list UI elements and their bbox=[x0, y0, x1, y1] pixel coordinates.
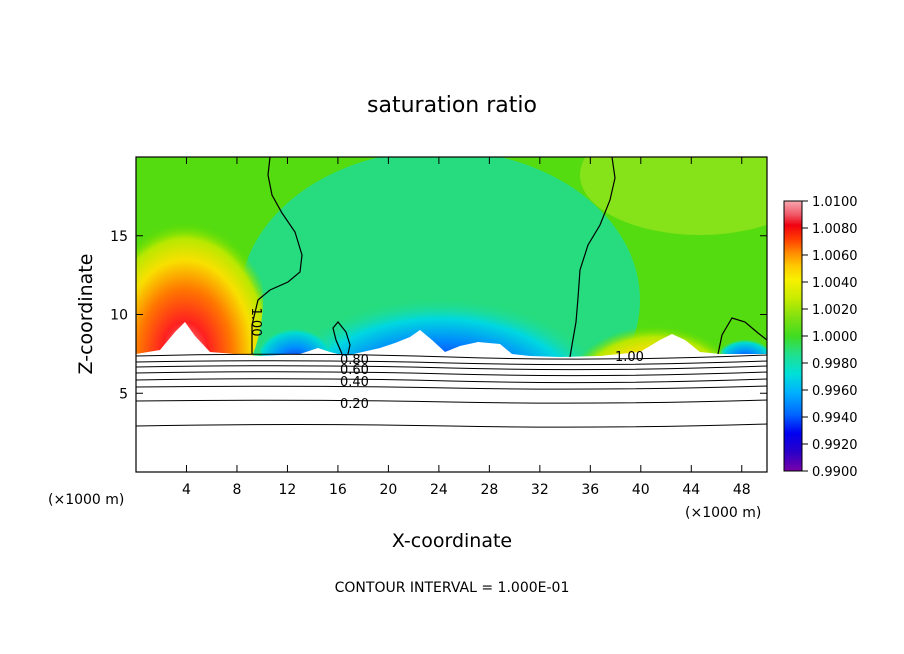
contour-interval: CONTOUR INTERVAL = 1.000E-01 bbox=[335, 580, 570, 596]
colorbar-tick-label: 1.0000 bbox=[812, 330, 858, 345]
plot-area bbox=[136, 157, 767, 472]
x-tick-label: 28 bbox=[480, 482, 498, 498]
x-tick-label: 16 bbox=[329, 482, 347, 498]
contour-1-00-left bbox=[251, 157, 303, 354]
x-tick-label: 40 bbox=[632, 482, 650, 498]
contour-label: 1.00 bbox=[615, 350, 644, 365]
chart-title: saturation ratio bbox=[367, 93, 537, 118]
colorbar-tick-label: 1.0020 bbox=[812, 303, 858, 318]
contour-1-00-mid bbox=[332, 321, 351, 355]
colorbar-labels: 1.0100 1.0080 1.0060 1.0040 1.0020 1.0000 0.99… bbox=[802, 195, 858, 480]
near-surface-contours bbox=[136, 353, 767, 428]
contour-label: 0.20 bbox=[340, 397, 369, 412]
colorbar: 1.0100 1.0080 1.0060 1.0040 1.0020 1.0000 0.99… bbox=[783, 195, 858, 480]
colorbar-ramp bbox=[783, 200, 803, 472]
y-axis: 5 10 15 bbox=[110, 229, 767, 402]
x-tick-label: 48 bbox=[733, 482, 751, 498]
contour-label: 0.60 bbox=[340, 363, 369, 378]
contour-label: 0.40 bbox=[340, 375, 369, 390]
x-tick-label: 4 bbox=[182, 482, 191, 498]
x-axis-label: X-coordinate bbox=[392, 530, 512, 552]
colorbar-tick-label: 0.9980 bbox=[812, 357, 858, 372]
contour-1-00-right bbox=[569, 157, 616, 358]
colorbar-tick-label: 1.0040 bbox=[812, 276, 858, 291]
y-tick-label: 15 bbox=[110, 229, 128, 245]
y-tick-label: 5 bbox=[119, 386, 128, 402]
x-tick-label: 20 bbox=[379, 482, 397, 498]
y-tick-label: 10 bbox=[110, 308, 128, 324]
colorbar-tick-label: 1.0060 bbox=[812, 249, 858, 264]
contour-labels: 1.00 1.00 0.80 0.60 0.40 0.20 bbox=[248, 308, 644, 412]
x-axis: 4 8 12 16 20 24 28 32 36 40 44 48 bbox=[182, 157, 751, 498]
x-tick-label: 8 bbox=[232, 482, 241, 498]
contour-1-00-far-right bbox=[717, 317, 767, 355]
x-tick-label: 32 bbox=[531, 482, 549, 498]
terrain-surface bbox=[136, 322, 767, 472]
colorbar-tick-label: 0.9920 bbox=[812, 438, 858, 453]
colorbar-tick-label: 0.9960 bbox=[812, 384, 858, 399]
x-tick-label: 24 bbox=[430, 482, 448, 498]
colorbar-tick-label: 1.0080 bbox=[812, 222, 858, 237]
colorbar-tick-label: 1.0100 bbox=[812, 195, 858, 210]
x-tick-label: 36 bbox=[581, 482, 599, 498]
x-tick-label: 12 bbox=[279, 482, 297, 498]
colorbar-tick-label: 0.9940 bbox=[812, 411, 858, 426]
x-unit-right: (×1000 m) bbox=[685, 505, 761, 521]
colorbar-tick-label: 0.9900 bbox=[812, 465, 858, 480]
contour-label: 1.00 bbox=[248, 308, 263, 337]
x-unit-left: (×1000 m) bbox=[48, 492, 124, 508]
y-axis-label: Z-coordinate bbox=[75, 254, 97, 375]
x-tick-label: 44 bbox=[682, 482, 700, 498]
contour-label: 0.80 bbox=[340, 353, 369, 368]
field-upper-right bbox=[580, 157, 767, 235]
